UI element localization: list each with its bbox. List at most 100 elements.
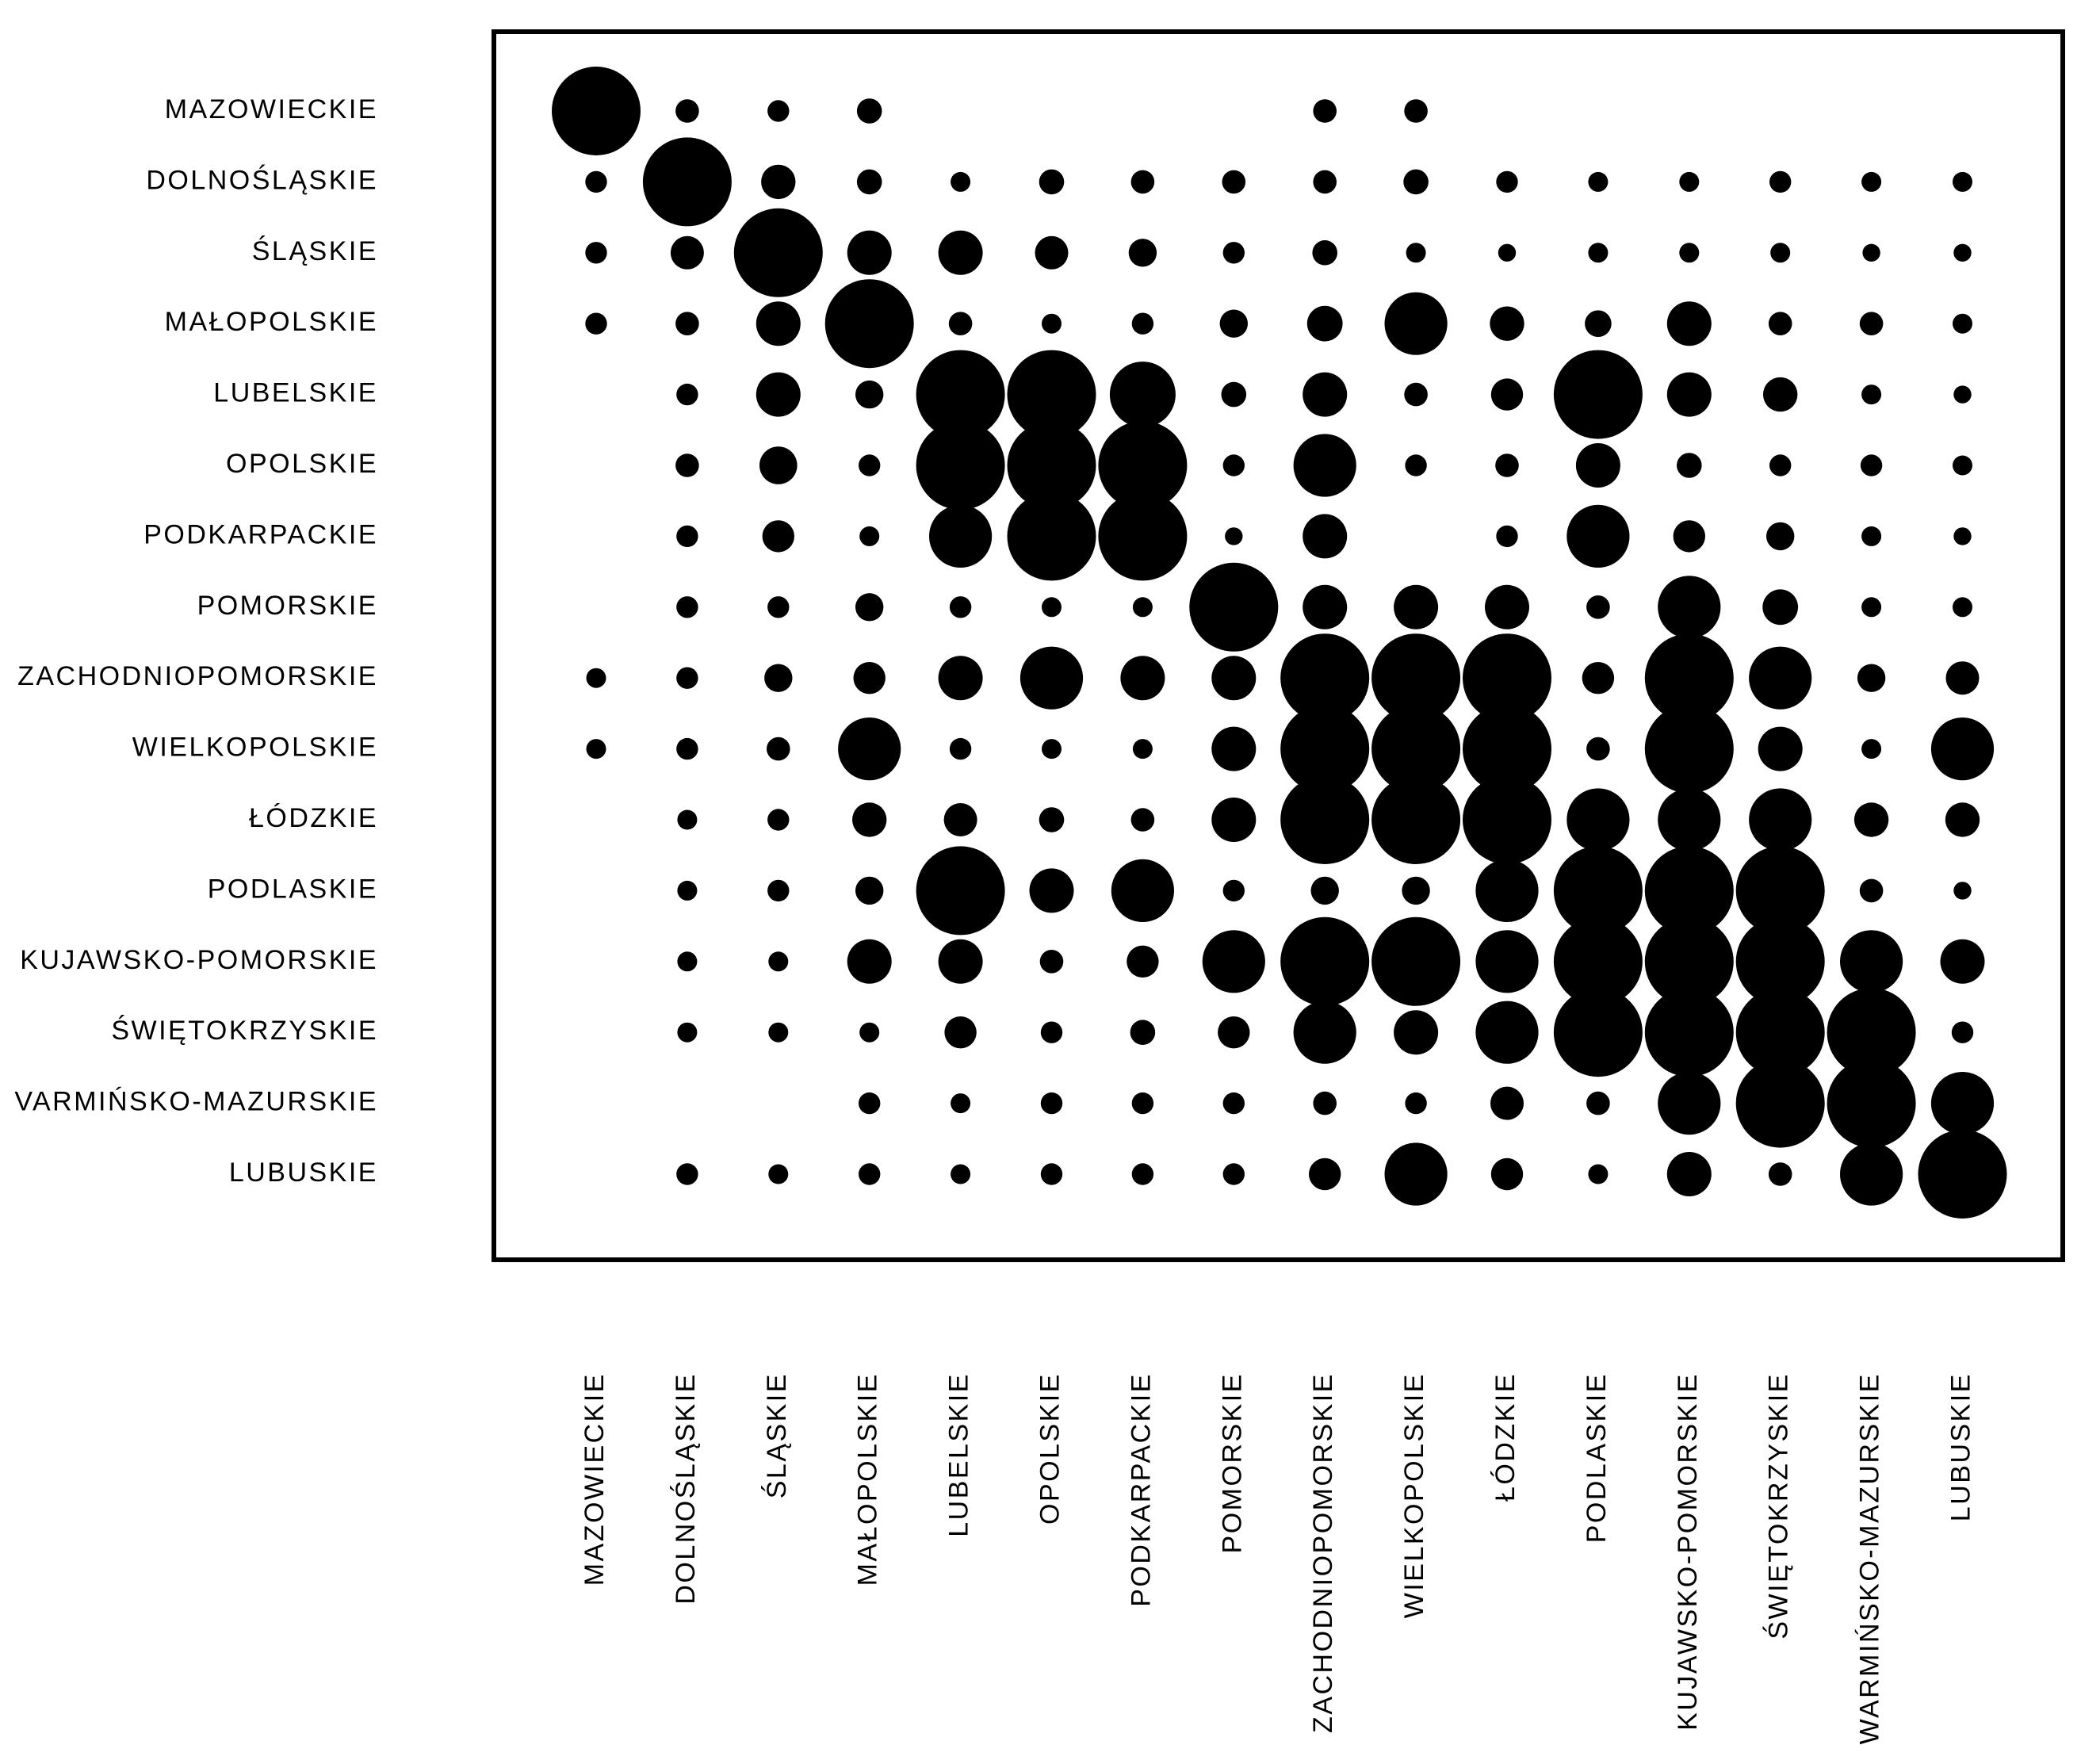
- bubble-r10-c14: [1853, 802, 1889, 837]
- bubble-r10-c9: [1371, 775, 1461, 864]
- bubble-r14-c6: [1131, 1092, 1154, 1115]
- row-label: LUBELSKIE: [213, 378, 378, 408]
- bubble-r4-c8: [1303, 372, 1348, 417]
- bubble-r9-c15: [1930, 717, 1995, 781]
- bubble-r4-c9: [1404, 382, 1428, 407]
- column-label: LUBELSKIE: [944, 1372, 974, 1537]
- bubble-r15-c11: [1588, 1164, 1609, 1184]
- bubble-r12-c4: [938, 939, 983, 984]
- bubble-r13-c12: [1644, 988, 1734, 1077]
- bubble-r13-c3: [859, 1022, 880, 1043]
- bubble-r6-c4: [929, 504, 993, 568]
- bubble-r10-c11: [1566, 788, 1630, 851]
- row-label: PODKARPACKIE: [143, 519, 378, 549]
- bubble-r0-c0: [552, 67, 641, 155]
- bubble-r6-c8: [1303, 514, 1348, 559]
- bubble-r4-c3: [855, 380, 884, 409]
- bubble-r14-c11: [1586, 1091, 1610, 1115]
- bubble-r11-c14: [1859, 878, 1884, 903]
- bubble-r11-c3: [855, 876, 884, 905]
- row-label: ZACHODNIOPOMORSKIE: [17, 661, 378, 691]
- bubble-r4-c7: [1221, 381, 1247, 408]
- bubble-r4-c2: [756, 372, 801, 417]
- bubble-r3-c7: [1219, 309, 1249, 338]
- bubble-r11-c7: [1222, 879, 1245, 902]
- bubble-r3-c13: [1768, 312, 1792, 336]
- row-label: POMORSKIE: [197, 591, 378, 621]
- bubble-r0-c8: [1313, 99, 1337, 123]
- bubble-r1-c15: [1953, 171, 1972, 192]
- bubble-r11-c6: [1111, 859, 1174, 922]
- bubble-r1-c3: [856, 169, 882, 195]
- bubble-r4-c11: [1553, 350, 1643, 439]
- bubble-r4-c14: [1861, 385, 1882, 405]
- bubble-r1-c13: [1769, 170, 1792, 193]
- bubble-r11-c9: [1402, 876, 1430, 905]
- bubble-r1-c10: [1496, 170, 1518, 193]
- bubble-r7-c8: [1303, 584, 1348, 629]
- bubble-r14-c9: [1405, 1092, 1427, 1115]
- bubble-r1-c4: [951, 171, 971, 192]
- bubble-r15-c13: [1768, 1162, 1792, 1186]
- column-label: MAŁOPOLSKIE: [853, 1372, 883, 1586]
- bubble-r6-c2: [762, 520, 794, 553]
- bubble-r5-c10: [1495, 453, 1519, 477]
- bubble-r10-c2: [767, 809, 790, 831]
- bubble-r10-c3: [852, 802, 887, 837]
- bubble-r10-c15: [1945, 802, 1980, 837]
- bubble-r6-c1: [676, 525, 698, 548]
- row-label: ŁÓDZKIE: [249, 803, 378, 833]
- bubble-r3-c2: [756, 301, 801, 346]
- bubble-r10-c12: [1658, 788, 1721, 851]
- bubble-r10-c7: [1211, 798, 1257, 842]
- bubble-r12-c12: [1644, 916, 1734, 1006]
- bubble-r7-c13: [1762, 589, 1799, 626]
- column-label: WARMIŃSKO-MAZURSKIE: [1855, 1372, 1885, 1744]
- bubble-r7-c4: [949, 596, 972, 618]
- bubble-r4-c1: [676, 383, 698, 406]
- bubble-r10-c13: [1749, 788, 1812, 851]
- bubble-r10-c5: [1039, 807, 1065, 832]
- bubble-r9-c5: [1042, 739, 1062, 760]
- bubble-r3-c8: [1306, 305, 1343, 342]
- bubble-r5-c2: [759, 446, 798, 484]
- bubble-r9-c8: [1280, 704, 1370, 794]
- bubble-r1-c0: [585, 170, 607, 193]
- bubble-r6-c10: [1496, 525, 1518, 548]
- bubble-r11-c13: [1735, 846, 1825, 936]
- bubble-r7-c6: [1132, 597, 1153, 618]
- bubble-r10-c10: [1463, 775, 1551, 864]
- bubble-r9-c9: [1371, 704, 1461, 794]
- bubble-r12-c11: [1553, 916, 1643, 1006]
- bubble-r13-c7: [1218, 1016, 1250, 1049]
- row-label: ŚLĄSKIE: [252, 235, 378, 266]
- bubble-r13-c13: [1735, 988, 1825, 1077]
- bubble-r2-c7: [1222, 242, 1245, 264]
- bubble-r2-c0: [585, 242, 607, 264]
- column-label: OPOLSKIE: [1035, 1372, 1065, 1525]
- bubble-r2-c4: [938, 230, 983, 275]
- bubble-r3-c5: [1042, 313, 1062, 334]
- bubble-r8-c5: [1019, 646, 1084, 710]
- bubble-r6-c13: [1766, 522, 1795, 551]
- bubble-r11-c12: [1644, 846, 1734, 936]
- row-label: VARMIŃSKO-MAZURSKIE: [14, 1087, 378, 1117]
- row-label-group: MAZOWIECKIE DOLNOŚLĄSKIE ŚLĄSKIE MAŁOPOLSKI…: [14, 94, 378, 1188]
- bubble-r15-c9: [1384, 1142, 1448, 1206]
- bubble-r13-c11: [1553, 988, 1643, 1077]
- bubble-r9-c2: [767, 737, 790, 761]
- bubble-r2-c10: [1498, 243, 1517, 262]
- bubble-r2-c12: [1679, 243, 1700, 263]
- bubble-r1-c5: [1039, 169, 1065, 195]
- bubble-r7-c9: [1394, 584, 1439, 629]
- bubble-r5-c13: [1769, 454, 1792, 476]
- bubble-r15-c7: [1222, 1163, 1245, 1185]
- bubble-r3-c4: [948, 312, 973, 336]
- bubble-r2-c11: [1588, 243, 1609, 263]
- bubble-r11-c2: [767, 879, 790, 902]
- bubble-r6-c12: [1673, 520, 1705, 553]
- bubble-r6-c14: [1861, 526, 1882, 546]
- bubble-r12-c15: [1940, 939, 1985, 984]
- bubble-r5-c8: [1293, 434, 1356, 497]
- bubble-r15-c5: [1040, 1163, 1063, 1185]
